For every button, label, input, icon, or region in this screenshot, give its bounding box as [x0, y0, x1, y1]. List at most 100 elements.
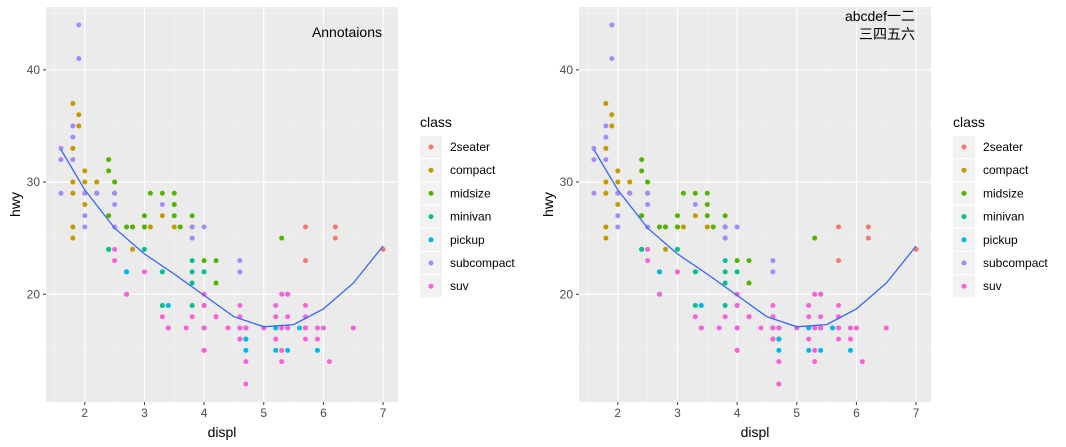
- data-point-subcompact: [82, 213, 88, 219]
- x-tick-label: 7: [380, 406, 387, 420]
- legend-label: suv: [983, 279, 1002, 293]
- data-point-compact: [609, 123, 615, 129]
- data-point-suv: [806, 302, 812, 308]
- plot-background: [579, 7, 931, 402]
- data-point-subcompact: [76, 56, 82, 62]
- data-point-minivan: [639, 246, 645, 252]
- data-point-suv: [159, 314, 165, 320]
- data-point-suv: [770, 302, 776, 308]
- data-point-suv: [698, 325, 704, 331]
- data-point-suv: [112, 246, 118, 252]
- data-point-suv: [326, 359, 332, 365]
- data-point-midsize: [112, 179, 118, 185]
- x-tick-label: 6: [320, 406, 327, 420]
- data-point-compact: [603, 101, 609, 107]
- data-point-suv: [303, 325, 309, 331]
- data-point-subcompact: [58, 190, 64, 196]
- data-point-midsize: [812, 235, 818, 241]
- data-point-suv: [189, 314, 195, 320]
- data-point-suv: [243, 325, 249, 331]
- data-point-pickup: [273, 325, 279, 331]
- data-point-compact: [680, 224, 686, 230]
- data-point-midsize: [177, 224, 183, 230]
- data-point-subcompact: [76, 22, 82, 28]
- data-point-suv: [818, 291, 824, 297]
- legend-key-point: [428, 260, 434, 266]
- data-point-suv: [657, 291, 663, 297]
- legend-label: minivan: [450, 210, 491, 224]
- data-point-subcompact: [734, 224, 740, 230]
- x-axis-title: displ: [741, 424, 770, 440]
- data-point-compact: [171, 224, 177, 230]
- data-point-compact: [94, 179, 100, 185]
- data-point-compact: [70, 179, 76, 185]
- x-tick-label: 5: [793, 406, 800, 420]
- data-point-2seater: [303, 258, 309, 264]
- data-point-compact: [70, 224, 76, 230]
- data-point-suv: [279, 291, 285, 297]
- data-point-suv: [836, 336, 842, 342]
- data-point-suv: [124, 291, 130, 297]
- data-point-2seater: [303, 224, 309, 230]
- data-point-pickup: [243, 336, 249, 342]
- data-point-subcompact: [591, 157, 597, 163]
- plot-panel-1: 2 3 4 5 6 7 20 30 40 Annotaions displ hwy class 2seat…: [7, 7, 515, 440]
- data-point-midsize: [674, 213, 680, 219]
- data-point-compact: [609, 112, 615, 118]
- data-point-suv: [734, 347, 740, 353]
- data-point-compact: [603, 145, 609, 151]
- data-point-midsize: [657, 224, 663, 230]
- data-point-suv: [279, 325, 285, 331]
- legend-label: 2seater: [983, 140, 1023, 154]
- x-tick-label: 4: [201, 406, 208, 420]
- legend-label: midsize: [983, 186, 1024, 200]
- data-point-compact: [82, 179, 88, 185]
- data-point-midsize: [171, 213, 177, 219]
- data-point-suv: [320, 325, 326, 331]
- data-point-suv: [818, 314, 824, 320]
- annotation-text: Annotaions: [312, 24, 382, 40]
- data-point-midsize: [171, 202, 177, 207]
- data-point-suv: [776, 325, 782, 331]
- legend-title: class: [953, 114, 985, 130]
- legend-label: minivan: [983, 210, 1024, 224]
- data-point-subcompact: [591, 190, 597, 196]
- data-point-midsize: [704, 213, 710, 219]
- annotation-text: 三四五六: [859, 26, 915, 42]
- x-tick-label: 5: [260, 406, 267, 420]
- data-point-pickup: [273, 347, 279, 353]
- data-point-subcompact: [770, 258, 776, 264]
- data-point-compact: [70, 145, 76, 151]
- data-point-suv: [776, 359, 782, 365]
- y-tick-label: 30: [560, 175, 574, 189]
- y-axis-title: hwy: [540, 192, 556, 217]
- data-point-compact: [603, 179, 609, 185]
- data-point-minivan: [734, 269, 740, 275]
- data-point-compact: [147, 224, 153, 230]
- legend-label: subcompact: [983, 256, 1048, 270]
- legend-key-point: [428, 214, 434, 220]
- data-point-suv: [853, 325, 859, 331]
- x-tick-label: 3: [141, 406, 148, 420]
- data-point-suv: [716, 325, 722, 331]
- legend-key-point: [961, 144, 967, 150]
- data-point-compact: [663, 246, 669, 252]
- data-point-suv: [812, 325, 818, 331]
- data-point-suv: [273, 314, 279, 320]
- data-point-suv: [859, 359, 865, 365]
- data-point-subcompact: [58, 145, 64, 151]
- x-tick-label: 7: [913, 406, 920, 420]
- data-point-suv: [273, 336, 279, 342]
- data-point-subcompact: [70, 157, 76, 163]
- legend-key-point: [961, 214, 967, 220]
- data-point-midsize: [639, 168, 645, 174]
- legend-label: suv: [450, 279, 469, 293]
- data-point-suv: [213, 314, 219, 320]
- y-axis-title: hwy: [7, 192, 23, 217]
- data-point-pickup: [847, 347, 853, 353]
- data-point-suv: [674, 269, 680, 275]
- data-point-2seater: [836, 224, 842, 230]
- data-point-midsize: [171, 190, 177, 196]
- data-point-compact: [76, 112, 82, 118]
